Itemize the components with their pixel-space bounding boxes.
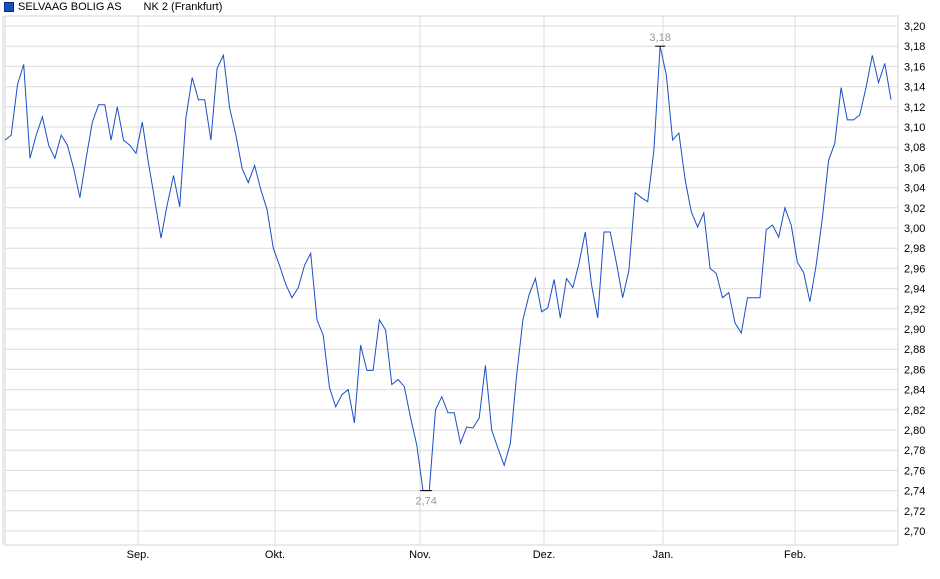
high-label: 3,18 <box>649 32 670 44</box>
y-tick-label: 3,16 <box>904 61 925 73</box>
y-tick-label: 3,02 <box>904 203 925 215</box>
legend-series-name: SELVAAG BOLIG AS <box>18 1 122 13</box>
y-tick-label: 3,04 <box>904 183 925 195</box>
y-tick-label: 3,10 <box>904 122 925 134</box>
y-tick-label: 2,82 <box>904 405 925 417</box>
y-tick-label: 2,80 <box>904 425 925 437</box>
y-tick-label: 2,96 <box>904 263 925 275</box>
y-tick-label: 3,20 <box>904 21 925 33</box>
x-tick-label: Nov. <box>409 549 431 561</box>
x-tick-label: Jan. <box>653 549 674 561</box>
legend-exchange: NK 2 (Frankfurt) <box>143 1 223 13</box>
x-tick-label: Dez. <box>533 549 556 561</box>
legend-swatch <box>4 2 14 12</box>
y-tick-label: 2,72 <box>904 506 925 518</box>
y-tick-label: 2,74 <box>904 486 925 498</box>
y-tick-label: 2,94 <box>904 284 925 296</box>
y-tick-label: 3,08 <box>904 142 925 154</box>
y-tick-label: 2,76 <box>904 465 925 477</box>
y-tick-label: 2,84 <box>904 385 925 397</box>
x-tick-label: Sep. <box>127 549 150 561</box>
legend: SELVAAG BOLIG AS NK 2 (Frankfurt) <box>4 1 222 13</box>
x-tick-label: Feb. <box>784 549 806 561</box>
y-tick-label: 3,06 <box>904 162 925 174</box>
plot-area <box>4 15 899 546</box>
y-tick-label: 3,18 <box>904 41 925 53</box>
y-tick-label: 3,12 <box>904 102 925 114</box>
y-tick-label: 3,14 <box>904 82 925 94</box>
x-tick-label: Okt. <box>265 549 285 561</box>
y-tick-label: 3,00 <box>904 223 925 235</box>
low-label: 2,74 <box>415 496 436 508</box>
y-tick-label: 2,70 <box>904 526 925 538</box>
y-tick-label: 2,88 <box>904 344 925 356</box>
price-line <box>4 46 892 492</box>
y-tick-label: 2,92 <box>904 304 925 316</box>
y-tick-label: 2,78 <box>904 445 925 457</box>
y-tick-label: 2,90 <box>904 324 925 336</box>
y-tick-label: 2,98 <box>904 243 925 255</box>
y-tick-label: 2,86 <box>904 364 925 376</box>
